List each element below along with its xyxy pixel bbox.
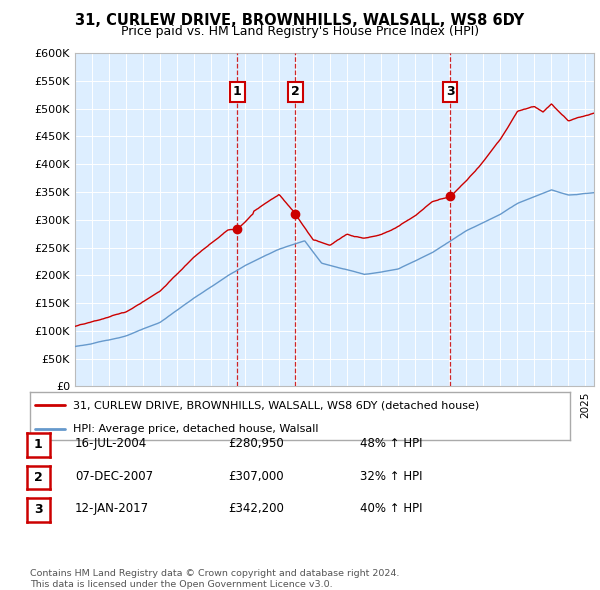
Text: 16-JUL-2004: 16-JUL-2004 [75, 437, 147, 450]
Text: 32% ↑ HPI: 32% ↑ HPI [360, 470, 422, 483]
Text: 40% ↑ HPI: 40% ↑ HPI [360, 502, 422, 515]
Text: Contains HM Land Registry data © Crown copyright and database right 2024.
This d: Contains HM Land Registry data © Crown c… [30, 569, 400, 589]
Text: 12-JAN-2017: 12-JAN-2017 [75, 502, 149, 515]
Text: 48% ↑ HPI: 48% ↑ HPI [360, 437, 422, 450]
Text: £280,950: £280,950 [228, 437, 284, 450]
Text: £307,000: £307,000 [228, 470, 284, 483]
Text: 31, CURLEW DRIVE, BROWNHILLS, WALSALL, WS8 6DY (detached house): 31, CURLEW DRIVE, BROWNHILLS, WALSALL, W… [73, 400, 479, 410]
Text: 31, CURLEW DRIVE, BROWNHILLS, WALSALL, WS8 6DY: 31, CURLEW DRIVE, BROWNHILLS, WALSALL, W… [76, 13, 524, 28]
Text: 3: 3 [34, 503, 43, 516]
Text: HPI: Average price, detached house, Walsall: HPI: Average price, detached house, Wals… [73, 424, 319, 434]
Text: 2: 2 [34, 471, 43, 484]
Text: £342,200: £342,200 [228, 502, 284, 515]
Text: 2: 2 [291, 86, 300, 99]
Text: 07-DEC-2007: 07-DEC-2007 [75, 470, 153, 483]
Text: 1: 1 [34, 438, 43, 451]
Text: Price paid vs. HM Land Registry's House Price Index (HPI): Price paid vs. HM Land Registry's House … [121, 25, 479, 38]
Text: 3: 3 [446, 86, 454, 99]
Text: 1: 1 [233, 86, 242, 99]
